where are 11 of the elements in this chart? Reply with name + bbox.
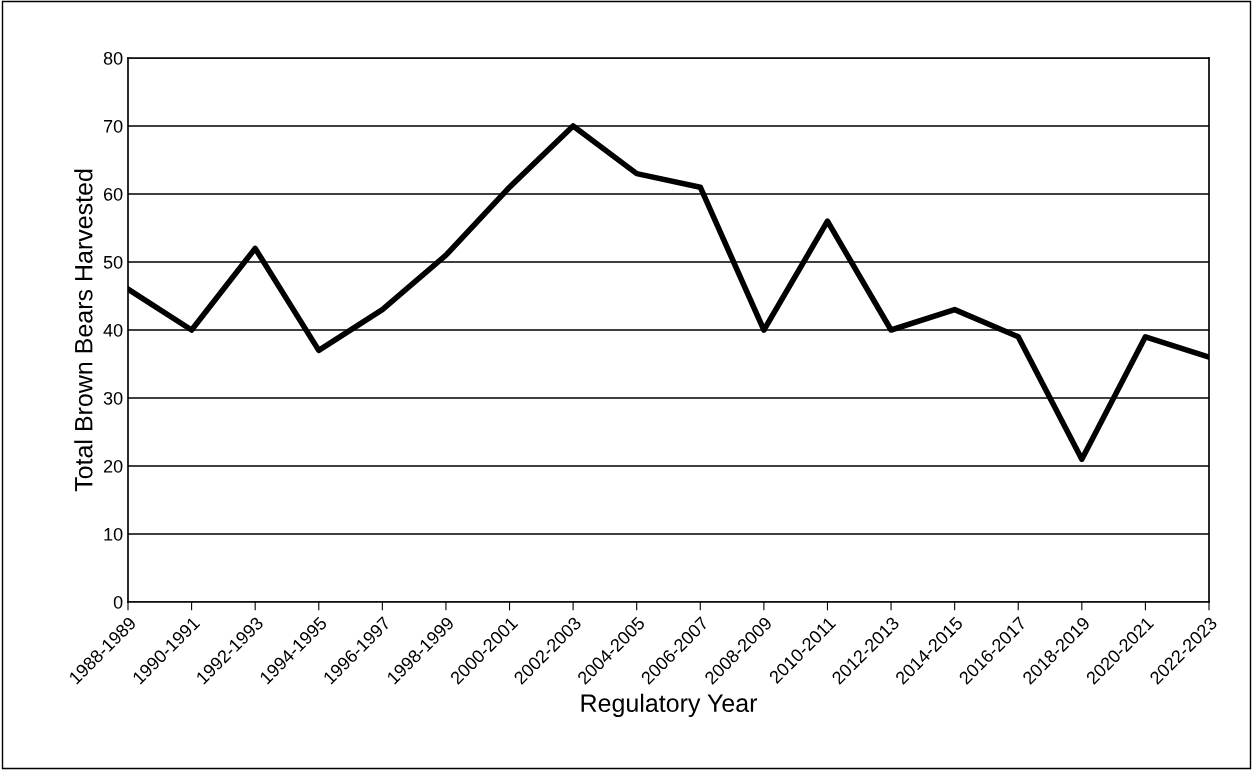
y-tick-label: 20 [103,459,123,473]
y-tick-label: 70 [103,119,123,133]
y-tick-label: 40 [103,323,123,337]
y-tick-label: 30 [103,391,123,405]
y-tick-label: 50 [103,255,123,269]
y-tick-label: 10 [104,527,123,541]
y-axis-title: Total Brown Bears Harvested [74,169,93,492]
y-tick-label: 0 [113,595,123,609]
x-axis-title: Regulatory Year [581,693,758,718]
y-tick-label: 80 [103,51,123,65]
y-tick-label: 60 [103,187,123,201]
